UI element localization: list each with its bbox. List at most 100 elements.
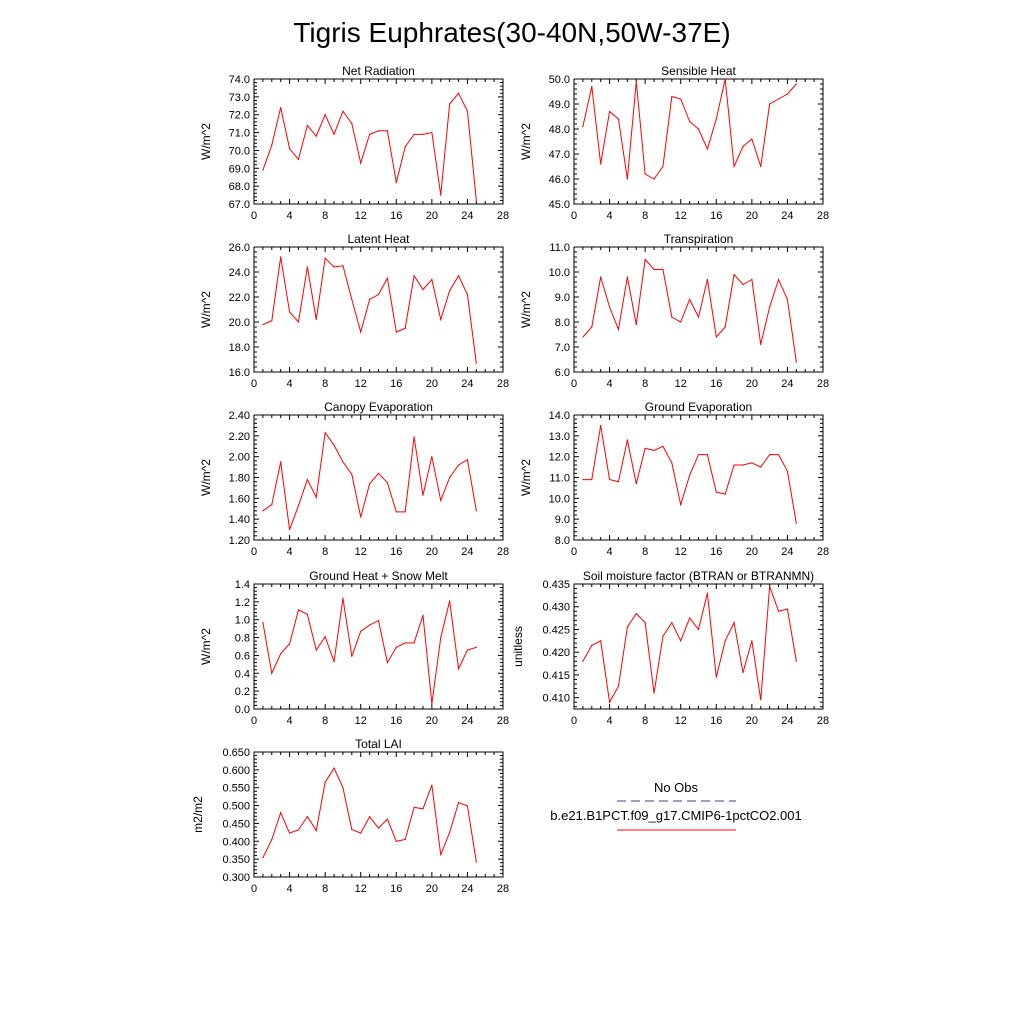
data-point bbox=[608, 306, 611, 308]
panel-title: Soil moisture factor (BTRAN or BTRANMN) bbox=[583, 569, 814, 583]
x-tick-label: 8 bbox=[642, 715, 648, 727]
y-tick-label: 0.0 bbox=[235, 704, 250, 716]
y-tick-label: 20.0 bbox=[229, 317, 250, 329]
data-point bbox=[582, 660, 584, 662]
x-tick-label: 12 bbox=[675, 210, 687, 222]
legend-model-label: b.e21.B1PCT.f09_g17.CMIP6-1pctCO2.001 bbox=[550, 808, 801, 823]
data-point bbox=[386, 661, 388, 664]
data-point bbox=[475, 861, 477, 863]
panel-2: Sensible Heat 0 4 8 12 16 20 24 28 45.0 46.0 47.0 48… bbox=[519, 64, 829, 222]
data-point bbox=[671, 462, 673, 464]
data-point bbox=[377, 293, 380, 296]
x-tick-label: 20 bbox=[426, 210, 438, 222]
y-tick-label: 12.0 bbox=[549, 452, 570, 464]
panels-group: Net Radiation 0 4 8 12 16 20 24 28 67.0 68.0 69.0 70… bbox=[191, 64, 829, 895]
data-point bbox=[262, 857, 264, 859]
data-point bbox=[413, 436, 415, 438]
data-point bbox=[342, 597, 344, 599]
data-point bbox=[689, 474, 691, 477]
x-tick-label: 20 bbox=[426, 883, 438, 895]
x-tick-label: 0 bbox=[571, 546, 577, 558]
data-point bbox=[342, 461, 344, 463]
panel-4: Transpiration 0 4 8 12 16 20 24 28 6.0 7.0 8.0 9.0 10… bbox=[519, 232, 829, 390]
data-point bbox=[333, 133, 335, 135]
data-point bbox=[413, 133, 415, 135]
data-point bbox=[351, 655, 353, 657]
x-tick-label: 4 bbox=[607, 715, 613, 727]
data-point bbox=[333, 661, 335, 663]
plot-frame bbox=[253, 583, 504, 710]
data-point bbox=[262, 621, 264, 623]
x-tick-label: 16 bbox=[390, 715, 402, 727]
x-tick-label: 20 bbox=[746, 378, 758, 390]
data-point bbox=[591, 478, 593, 481]
x-tick-label: 0 bbox=[571, 210, 577, 222]
y-tick-label: 45.0 bbox=[549, 199, 570, 211]
y-tick-label: 1.20 bbox=[229, 535, 250, 547]
y-tick-label: 0.4 bbox=[235, 668, 250, 680]
data-point bbox=[689, 617, 691, 619]
y-tick-label: 0.600 bbox=[222, 765, 250, 777]
panel-title: Canopy Evaporation bbox=[324, 400, 433, 414]
x-tick-label: 28 bbox=[817, 715, 829, 727]
y-tick-label: 0.415 bbox=[542, 670, 570, 682]
data-point bbox=[315, 135, 317, 137]
plot-frame bbox=[573, 246, 824, 373]
series-line bbox=[262, 92, 477, 201]
data-point bbox=[662, 268, 664, 271]
data-point bbox=[777, 278, 780, 281]
x-tick-label: 8 bbox=[322, 546, 328, 558]
x-tick-label: 16 bbox=[710, 546, 722, 558]
data-point bbox=[457, 668, 460, 670]
legend: No Obs b.e21.B1PCT.f09_g17.CMIP6-1pctCO2… bbox=[550, 780, 802, 831]
data-point bbox=[591, 85, 593, 88]
data-point bbox=[680, 321, 682, 323]
y-tick-label: 0.650 bbox=[222, 747, 250, 759]
data-point bbox=[608, 701, 611, 703]
x-tick-label: 28 bbox=[497, 546, 509, 558]
data-point bbox=[751, 462, 753, 464]
y-tick-label: 22.0 bbox=[229, 292, 250, 304]
x-tick-label: 12 bbox=[355, 210, 367, 222]
data-point bbox=[751, 278, 753, 281]
data-point bbox=[715, 491, 717, 493]
plot-frame bbox=[253, 78, 504, 205]
data-point bbox=[617, 685, 620, 687]
panel-title: Latent Heat bbox=[347, 232, 410, 246]
y-tick-label: 13.0 bbox=[549, 431, 570, 443]
data-point bbox=[715, 118, 717, 120]
data-point bbox=[422, 614, 424, 616]
data-point bbox=[395, 181, 397, 184]
data-point bbox=[413, 275, 415, 277]
x-tick-label: 20 bbox=[746, 546, 758, 558]
data-point bbox=[724, 78, 726, 80]
x-tick-label: 28 bbox=[817, 378, 829, 390]
data-point bbox=[386, 130, 388, 132]
data-point bbox=[582, 336, 584, 338]
plot-frame bbox=[573, 414, 824, 541]
data-point bbox=[315, 829, 317, 832]
data-point bbox=[262, 323, 264, 326]
x-tick-label: 16 bbox=[390, 210, 402, 222]
data-point bbox=[431, 784, 433, 786]
data-point bbox=[386, 277, 388, 279]
y-tick-label: 70.0 bbox=[229, 145, 250, 157]
data-point bbox=[449, 476, 451, 479]
data-point bbox=[351, 123, 353, 125]
y-tick-label: 0.410 bbox=[542, 693, 570, 705]
series-line bbox=[582, 425, 797, 524]
panel-5: Canopy Evaporation 0 4 8 12 16 20 24 28 1.20 1.40 1… bbox=[199, 400, 509, 558]
data-point bbox=[600, 163, 602, 165]
x-tick-label: 16 bbox=[710, 210, 722, 222]
data-point bbox=[608, 478, 611, 481]
y-tick-label: 0.420 bbox=[542, 647, 570, 659]
data-point bbox=[653, 268, 655, 271]
panel-7: Ground Heat + Snow Melt 0 4 8 12 16 20 24 28 0.0 0… bbox=[199, 569, 509, 727]
data-point bbox=[635, 323, 637, 326]
data-point bbox=[697, 628, 700, 631]
data-point bbox=[457, 92, 460, 94]
data-point bbox=[288, 528, 291, 531]
data-point bbox=[369, 298, 371, 301]
data-point bbox=[333, 266, 335, 268]
x-tick-label: 8 bbox=[322, 715, 328, 727]
